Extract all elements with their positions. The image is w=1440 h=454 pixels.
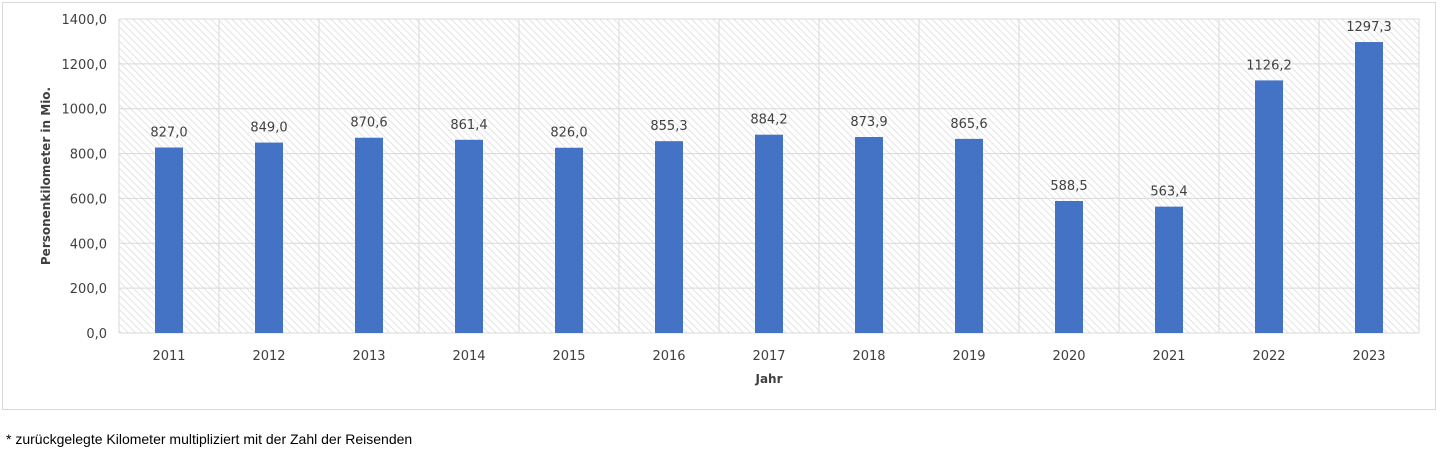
x-tick-label: 2015 bbox=[552, 349, 585, 364]
x-tick-label: 2011 bbox=[152, 349, 185, 364]
y-tick-label: 400,0 bbox=[70, 237, 107, 252]
x-tick-label: 2023 bbox=[1352, 349, 1385, 364]
data-label-2023: 1297,3 bbox=[1346, 20, 1392, 35]
chart-frame: 827,0 849,0 870,6 861,4 826,0 855,3 884,2 873,9… bbox=[2, 2, 1436, 410]
data-label-2014: 861,4 bbox=[450, 118, 487, 133]
bar-2019 bbox=[955, 138, 983, 333]
data-label-2011: 827,0 bbox=[150, 126, 187, 141]
x-tick-label: 2021 bbox=[1152, 349, 1185, 364]
bar-2016 bbox=[655, 141, 683, 333]
x-tick-label: 2013 bbox=[352, 349, 385, 364]
x-axis-ticks: 2011 2012 2013 2014 2015 2016 2017 2018 2019 2020… bbox=[152, 349, 1385, 364]
data-label-2022: 1126,2 bbox=[1246, 58, 1292, 73]
bars bbox=[155, 42, 1383, 334]
bar-2013 bbox=[355, 137, 383, 333]
bar-2015 bbox=[555, 147, 583, 333]
y-tick-label: 800,0 bbox=[70, 148, 107, 163]
data-label-2016: 855,3 bbox=[650, 119, 687, 134]
x-tick-label: 2018 bbox=[852, 349, 885, 364]
data-label-2021: 563,4 bbox=[1150, 185, 1187, 200]
y-tick-label: 600,0 bbox=[70, 192, 107, 207]
y-axis-title: Personenkilometer in Mio. bbox=[39, 87, 53, 265]
data-labels: 827,0 849,0 870,6 861,4 826,0 855,3 884,2 873,9… bbox=[150, 20, 1391, 200]
y-axis-ticks: 0,0 200,0 400,0 600,0 800,0 1000,0 1200,0 1400,… bbox=[62, 13, 108, 342]
y-tick-label: 1400,0 bbox=[62, 13, 108, 28]
data-label-2013: 870,6 bbox=[350, 116, 387, 131]
y-tick-label: 1200,0 bbox=[62, 58, 108, 73]
x-tick-label: 2017 bbox=[752, 349, 785, 364]
data-label-2012: 849,0 bbox=[250, 121, 287, 136]
footnote: * zurückgelegte Kilometer multipliziert … bbox=[6, 431, 413, 447]
x-axis-title: Jahr bbox=[754, 372, 782, 386]
data-label-2015: 826,0 bbox=[550, 126, 587, 141]
data-label-2018: 873,9 bbox=[850, 115, 887, 130]
bar-2020 bbox=[1055, 201, 1083, 333]
data-label-2017: 884,2 bbox=[750, 113, 787, 128]
bar-2021 bbox=[1155, 206, 1183, 333]
data-label-2019: 865,6 bbox=[950, 117, 987, 132]
bar-2012 bbox=[255, 142, 283, 333]
bar-2014 bbox=[455, 139, 483, 333]
bar-2017 bbox=[755, 134, 783, 333]
bar-2018 bbox=[855, 136, 883, 333]
x-tick-label: 2022 bbox=[1252, 349, 1285, 364]
bar-2011 bbox=[155, 147, 183, 333]
bar-2022 bbox=[1255, 80, 1283, 334]
x-tick-label: 2014 bbox=[452, 349, 485, 364]
bar-2023 bbox=[1355, 42, 1383, 333]
bar-chart: 827,0 849,0 870,6 861,4 826,0 855,3 884,2 873,9… bbox=[39, 13, 1420, 386]
y-tick-label: 0,0 bbox=[86, 327, 107, 342]
x-tick-label: 2016 bbox=[652, 349, 685, 364]
x-tick-label: 2012 bbox=[252, 349, 285, 364]
x-tick-label: 2019 bbox=[952, 349, 985, 364]
y-tick-label: 1000,0 bbox=[62, 103, 108, 118]
x-tick-label: 2020 bbox=[1052, 349, 1085, 364]
y-tick-label: 200,0 bbox=[70, 282, 107, 297]
data-label-2020: 588,5 bbox=[1050, 179, 1087, 194]
